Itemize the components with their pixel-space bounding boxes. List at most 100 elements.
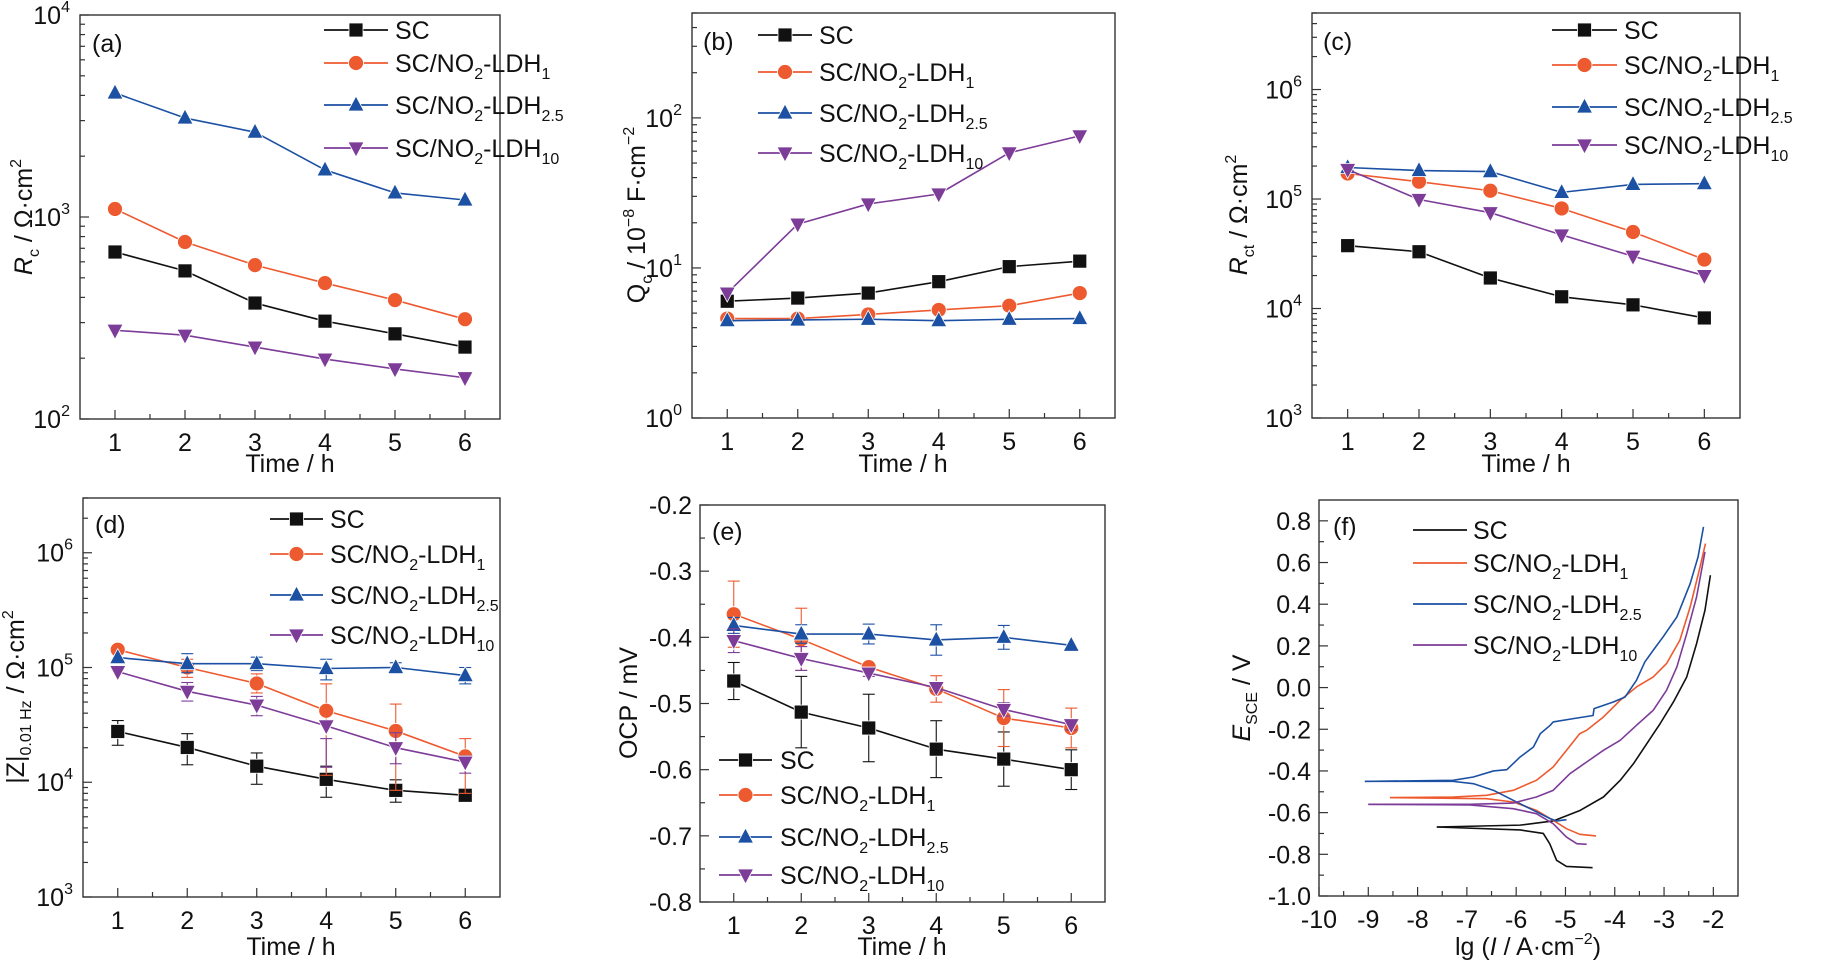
data-point (789, 310, 807, 327)
y-tick-label: 106 (36, 537, 73, 568)
x-axis-title: Time / h (1481, 450, 1570, 478)
data-point (1410, 160, 1428, 177)
series-line (726, 135, 1080, 294)
legend-item-sc: SC (719, 747, 815, 775)
legend-label: SC/NO2-LDH10 (780, 862, 944, 895)
legend-item-sc: SC (324, 17, 430, 45)
y-tick-label: -0.7 (649, 823, 692, 851)
data-point (457, 339, 473, 355)
y-tick-label: -0.8 (649, 889, 692, 917)
y-tick-label: 103 (36, 881, 73, 912)
y-tick-label: -1.0 (1268, 883, 1311, 911)
legend-label: SC/NO2-LDH2.5 (780, 824, 949, 857)
legend: SC SC/NO2-LDH1 SC/NO2-LDH2.5 SC/NO2-LDH10 (758, 22, 988, 173)
y-tick-label: -0.2 (1268, 716, 1311, 744)
legend-marker (348, 55, 364, 71)
data-point (456, 755, 474, 772)
data-point (177, 234, 193, 250)
data-point (1696, 251, 1713, 268)
legend-item-ldh10: SC/NO2-LDH10 (758, 140, 983, 173)
series-sc (719, 253, 1088, 309)
data-point (179, 740, 195, 755)
legend-marker (736, 827, 755, 844)
data-point (246, 340, 264, 357)
legend-label: SC/NO2-LDH1 (1624, 52, 1779, 85)
x-tick-label: 5 (1626, 428, 1640, 456)
legend-marker (1575, 97, 1594, 114)
error-bar (320, 738, 333, 768)
series-line (114, 251, 466, 348)
x-axis-title: Time / h (857, 933, 946, 961)
legend-marker (777, 64, 793, 80)
panel-label: (a) (92, 30, 123, 58)
data-point (1482, 182, 1499, 199)
legend: SC SC/NO2-LDH1 SC/NO2-LDH2.5 SC/NO2-LDH10 (324, 17, 564, 168)
series-line (733, 624, 1072, 647)
legend-marker (1576, 57, 1593, 73)
y-tick-label: 103 (33, 201, 70, 232)
data-point (107, 201, 123, 217)
legend-marker (1575, 138, 1594, 155)
data-point (316, 352, 334, 369)
legend-label: SC/NO2-LDH10 (1473, 632, 1637, 665)
data-point (316, 160, 334, 177)
data-point (1625, 297, 1641, 313)
legend-item-ldh1: SC/NO2-LDH1 (758, 59, 974, 92)
data-point (386, 362, 404, 379)
data-point (792, 624, 810, 641)
y-tick-label: 103 (1265, 402, 1302, 433)
legend-item-ldh10: SC/NO2-LDH10 (1552, 132, 1788, 165)
x-tick-label: 3 (862, 912, 876, 940)
series-sc (110, 719, 473, 803)
data-point (1071, 285, 1088, 301)
x-tick-label: -2 (1702, 906, 1724, 934)
data-point (247, 295, 263, 311)
y-tick-label: 0.8 (1276, 508, 1311, 536)
y-tick-label: 105 (36, 651, 73, 682)
y-tick-label: 101 (645, 252, 682, 283)
x-tick-label: 1 (720, 428, 734, 456)
data-point (317, 658, 335, 675)
x-tick-label: 1 (108, 429, 122, 457)
legend-item-ldh10: SC/NO2-LDH10 (719, 862, 944, 895)
series-ldh10 (109, 665, 474, 774)
data-point (317, 275, 333, 291)
data-point (176, 108, 194, 125)
data-point (1062, 718, 1080, 735)
x-tick-label: 2 (791, 428, 805, 456)
panel-label: (d) (95, 511, 126, 539)
data-point (789, 217, 807, 234)
legend: SC SC/NO2-LDH1 SC/NO2-LDH2.5 SC/NO2-LDH10 (270, 506, 499, 655)
data-point (859, 197, 877, 214)
data-point (1000, 146, 1018, 163)
panel-c-rct-vs-time: 1 2 3 4 5 6 103 104 105 106 Time / h Rct / Ω·cm2 (c)… (1223, 12, 1793, 478)
legend-item-ldh1: SC/NO2-LDH1 (1552, 52, 1779, 85)
data-point (928, 741, 944, 757)
data-point (178, 684, 196, 702)
legend-marker (288, 546, 305, 562)
x-axis-title: Time / h (246, 933, 335, 961)
legend-label: SC/NO2-LDH1 (819, 59, 974, 92)
data-point (387, 741, 405, 758)
legend-label: SC (780, 747, 815, 775)
x-tick-label: -3 (1653, 906, 1675, 934)
x-tick-label: 6 (1064, 912, 1078, 940)
data-point (456, 371, 474, 388)
x-tick-label: 4 (318, 429, 332, 457)
data-point (1552, 228, 1571, 245)
legend-item-ldh1: SC/NO2-LDH1 (324, 50, 550, 83)
series-ldh2-5 (725, 615, 1080, 656)
series-ldh2-5 (718, 308, 1089, 328)
data-point (1062, 635, 1080, 652)
data-point (106, 83, 124, 100)
data-point (178, 653, 196, 671)
series-line (727, 292, 1080, 320)
data-point (248, 675, 265, 692)
data-point (930, 310, 948, 328)
anodic-branch (1364, 526, 1705, 783)
legend-label: SC/NO2-LDH1 (395, 50, 550, 83)
legend: SC SC/NO2-LDH1 SC/NO2-LDH2.5 SC/NO2-LDH10 (1413, 517, 1642, 665)
data-point (792, 652, 810, 669)
y-axis-title: ESCE / V (1228, 654, 1261, 741)
x-tick-label: 6 (1073, 428, 1087, 456)
